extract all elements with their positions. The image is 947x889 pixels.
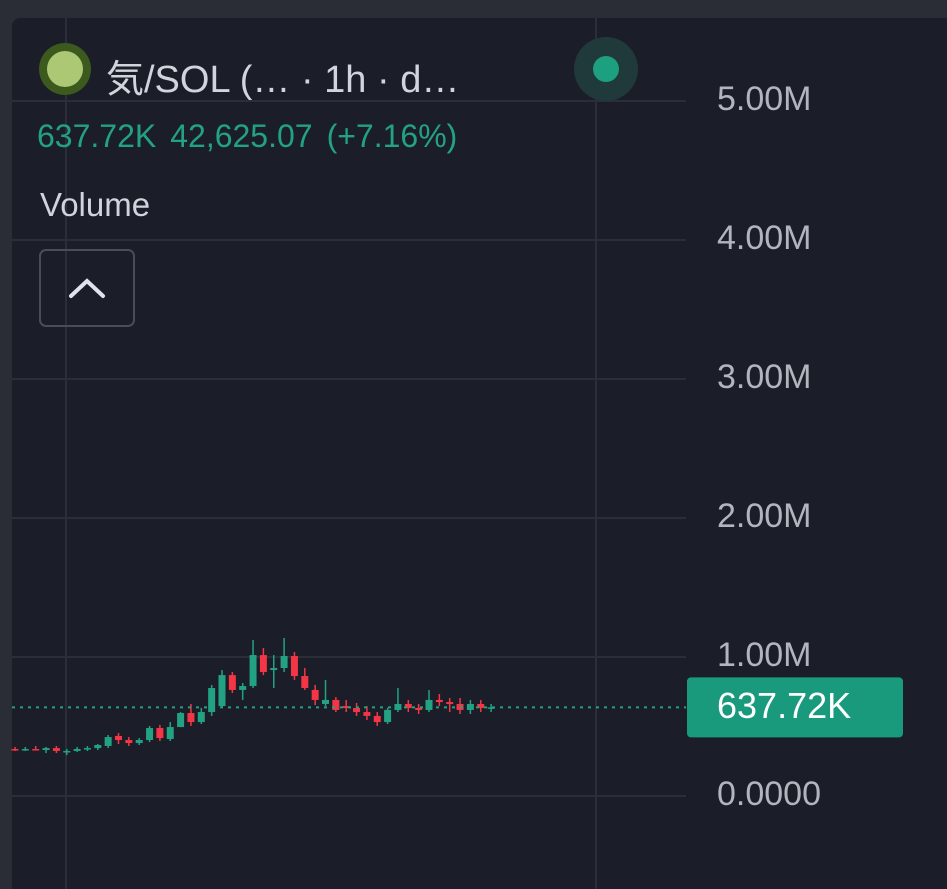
candle-body [83,748,91,750]
candle-body [146,728,154,740]
token-icon-inner [47,51,83,87]
candle-body [32,749,40,751]
candle-body [425,699,433,710]
header-price: 637.72K [37,118,157,154]
y-tick-label: 4.00M [717,219,812,257]
y-tick-label: 5.00M [717,80,812,118]
candle-body [342,706,350,709]
candle-body [187,713,195,723]
candle-body [249,655,257,687]
candle-body [135,739,143,744]
candle-body [373,715,381,723]
header-change: 42,625.07 [170,118,313,154]
chart-panel [12,18,947,889]
candle-body [11,749,19,751]
candle-body [404,703,412,709]
candle-body [52,748,60,751]
candle-body [42,748,50,750]
y-tick-label: 2.00M [717,497,812,535]
chart-title: 気/SOL (… · 1h · d… [106,59,460,101]
chevron-icon [69,278,105,298]
candle-body [301,676,309,688]
candle-body [415,708,423,710]
candle-body [63,750,71,753]
candle-body [239,686,247,690]
candle-body [435,699,443,703]
candle-body [446,702,454,704]
candle-body [280,656,288,668]
last-price-label: 637.72K [717,685,851,726]
header-change-pct: (+7.16%) [326,118,458,154]
candle-body [487,707,495,709]
candle-body [322,699,329,704]
candle-body [197,712,205,723]
candle-body [208,688,216,713]
candle-body [218,675,226,707]
candle-body [477,703,485,709]
candle-body [259,655,267,673]
candle-body [156,728,164,739]
y-tick-label: 3.00M [717,358,812,396]
candle-body [166,727,174,740]
candle-body [384,709,392,723]
last-price-tag [687,677,903,738]
candle-body [177,713,185,728]
candle-body [311,689,319,700]
y-tick-label: 0.0000 [717,775,821,813]
candle-body [363,712,371,716]
candle-body [125,739,133,744]
candle-body [21,749,29,751]
indicator-label: Volume [40,186,151,223]
candle-body [73,749,81,751]
candle-body [104,737,112,746]
collapse-button[interactable] [39,249,135,327]
candle-body [353,708,361,713]
candle-body [94,744,102,749]
y-tick-label: 1.00M [717,636,812,674]
candle-body [332,699,340,710]
status-dot[interactable] [593,56,619,82]
header-prices: 637.72K 42,625.07 (+7.16%) [37,118,471,155]
candle-body [115,735,122,740]
candle-body [228,675,236,690]
candle-body [270,667,278,671]
candle-body [290,656,298,677]
